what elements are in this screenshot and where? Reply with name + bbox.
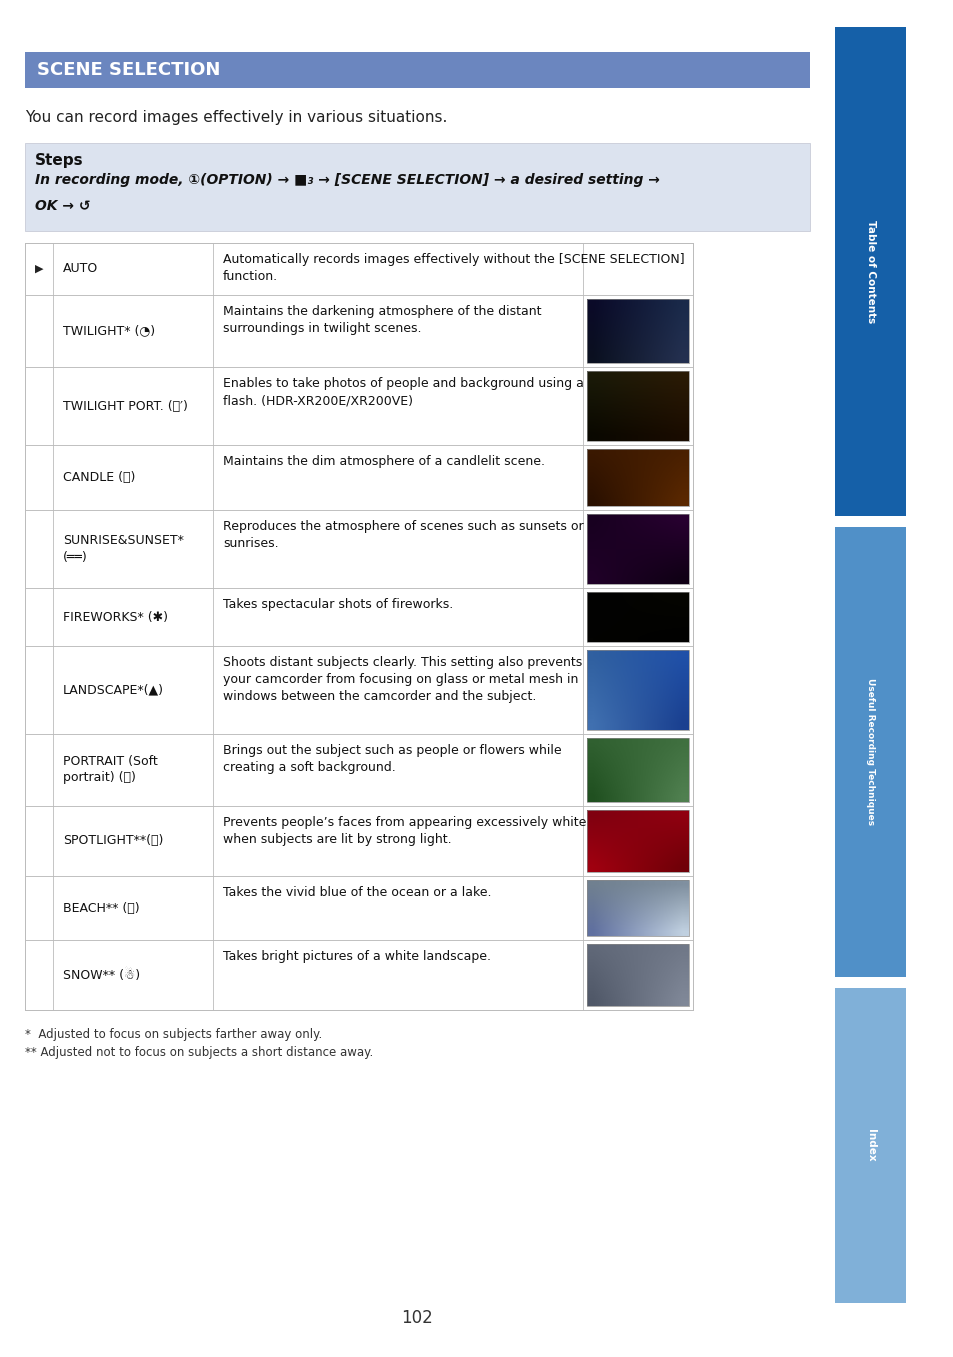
Text: SNOW** (☃): SNOW** (☃) bbox=[63, 969, 140, 981]
Bar bbox=[586, 370, 688, 441]
Bar bbox=[25, 734, 692, 806]
Text: Takes spectacular shots of fireworks.: Takes spectacular shots of fireworks. bbox=[223, 598, 453, 611]
Text: TWILIGHT PORT. (👤′): TWILIGHT PORT. (👤′) bbox=[63, 399, 188, 413]
Text: *  Adjusted to focus on subjects farther away only.: * Adjusted to focus on subjects farther … bbox=[25, 1029, 322, 1041]
Bar bbox=[586, 592, 688, 642]
Bar bbox=[586, 299, 688, 364]
Bar bbox=[25, 52, 809, 88]
Text: Index: Index bbox=[864, 1129, 875, 1162]
Text: SUNRISE&SUNSET*
(══): SUNRISE&SUNSET* (══) bbox=[63, 535, 184, 563]
Bar bbox=[25, 806, 692, 877]
Text: Automatically records images effectively without the [SCENE SELECTION]
function.: Automatically records images effectively… bbox=[223, 252, 684, 284]
Bar bbox=[586, 810, 688, 873]
Text: Reproduces the atmosphere of scenes such as sunsets or
sunrises.: Reproduces the atmosphere of scenes such… bbox=[223, 520, 583, 550]
Text: ▶: ▶ bbox=[34, 265, 43, 274]
Text: PORTRAIT (Soft
portrait) (📸): PORTRAIT (Soft portrait) (📸) bbox=[63, 756, 157, 784]
Text: Enables to take photos of people and background using a
flash. (HDR-XR200E/XR200: Enables to take photos of people and bac… bbox=[223, 377, 583, 407]
Text: In recording mode, ①(OPTION) → ■₃ → [SCENE SELECTION] → a desired setting →: In recording mode, ①(OPTION) → ■₃ → [SCE… bbox=[35, 172, 659, 187]
Text: Shoots distant subjects clearly. This setting also prevents
your camcorder from : Shoots distant subjects clearly. This se… bbox=[223, 655, 581, 703]
Bar bbox=[25, 510, 692, 588]
Bar bbox=[25, 294, 692, 366]
Bar bbox=[586, 944, 688, 1006]
Text: SCENE SELECTION: SCENE SELECTION bbox=[37, 61, 220, 79]
Text: Takes bright pictures of a white landscape.: Takes bright pictures of a white landsca… bbox=[223, 950, 491, 963]
Bar bbox=[25, 940, 692, 1010]
Text: FIREWORKS* (✱): FIREWORKS* (✱) bbox=[63, 611, 168, 623]
Bar bbox=[586, 738, 688, 802]
Bar bbox=[834, 977, 905, 984]
Text: ** Adjusted not to focus on subjects a short distance away.: ** Adjusted not to focus on subjects a s… bbox=[25, 1046, 373, 1058]
Text: Steps: Steps bbox=[35, 153, 84, 168]
Bar bbox=[25, 142, 809, 231]
Bar bbox=[834, 527, 905, 977]
Bar bbox=[834, 27, 905, 516]
Bar bbox=[586, 514, 688, 584]
Bar bbox=[834, 516, 905, 522]
Text: 102: 102 bbox=[401, 1310, 433, 1327]
Text: Takes the vivid blue of the ocean or a lake.: Takes the vivid blue of the ocean or a l… bbox=[223, 886, 491, 898]
Bar bbox=[25, 588, 692, 646]
Bar bbox=[25, 445, 692, 510]
Text: BEACH** (🏊): BEACH** (🏊) bbox=[63, 901, 139, 915]
Bar bbox=[25, 366, 692, 445]
Text: SPOTLIGHT**(🔦): SPOTLIGHT**(🔦) bbox=[63, 835, 163, 848]
Bar bbox=[25, 877, 692, 940]
Text: Useful Recording Techniques: Useful Recording Techniques bbox=[865, 678, 874, 825]
Bar bbox=[586, 650, 688, 730]
Text: Maintains the dim atmosphere of a candlelit scene.: Maintains the dim atmosphere of a candle… bbox=[223, 455, 544, 468]
Text: CANDLE (🕯): CANDLE (🕯) bbox=[63, 471, 135, 484]
Bar bbox=[25, 243, 692, 294]
Text: OK → ↺: OK → ↺ bbox=[35, 199, 91, 213]
Text: LANDSCAPE*(▲): LANDSCAPE*(▲) bbox=[63, 684, 164, 696]
Text: AUTO: AUTO bbox=[63, 262, 98, 275]
Bar bbox=[586, 879, 688, 936]
Text: Prevents people’s faces from appearing excessively white
when subjects are lit b: Prevents people’s faces from appearing e… bbox=[223, 816, 586, 845]
Text: Table of Contents: Table of Contents bbox=[864, 220, 875, 323]
Bar bbox=[586, 449, 688, 506]
Text: Brings out the subject such as people or flowers while
creating a soft backgroun: Brings out the subject such as people or… bbox=[223, 744, 561, 773]
Bar bbox=[25, 646, 692, 734]
Text: Maintains the darkening atmosphere of the distant
surroundings in twilight scene: Maintains the darkening atmosphere of th… bbox=[223, 305, 541, 335]
Text: TWILIGHT* (◔): TWILIGHT* (◔) bbox=[63, 324, 155, 338]
Bar bbox=[834, 988, 905, 1303]
Text: You can record images effectively in various situations.: You can record images effectively in var… bbox=[25, 110, 447, 125]
